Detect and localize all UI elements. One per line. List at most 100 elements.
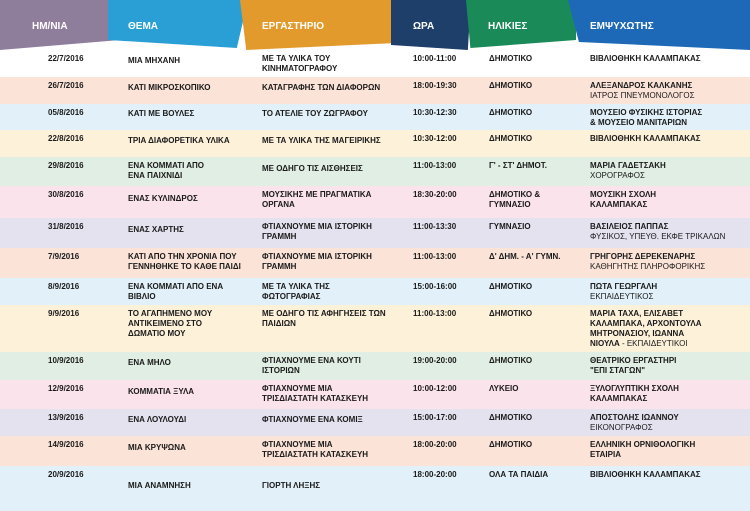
header-lab: ΕΡΓΑΣΤΗΡΙΟ	[240, 0, 396, 50]
lab-cell-line: ΓΡΑΜΜΗ	[262, 262, 297, 271]
age-cell-line: ΔΗΜΟΤΙΚΟ &	[489, 190, 541, 199]
animator-cell: ΓΡΗΓΟΡΗΣ ΔΕΡΕΚΕΝΑΡΗΣ ΚΑΘΗΓΗΤΗΣ ΠΛΗΡΟΦΟΡΙΚ…	[590, 252, 705, 272]
theme-cell-line: ΤΟ ΑΓΑΠΗΜΕΝΟ ΜΟΥ	[128, 309, 213, 318]
animator-cell-line: & ΜΟΥΣΕΙΟ ΜΑΝΙΤΑΡΙΩΝ	[590, 118, 688, 127]
date-cell: 05/8/2016	[48, 108, 84, 117]
lab-cell: ΜΕ ΤΑ ΥΛΙΚΑ ΤΗΣ ΜΑΓΕΙΡΙΚΗΣ	[262, 136, 381, 146]
animator-cell-line: ΜΑΡΙΑ ΤΑΧΑ, ΕΛΙΣΑΒΕΤ	[590, 309, 684, 318]
age-cell: ΔΗΜΟΤΙΚΟ	[489, 413, 532, 423]
date-cell: 8/9/2016	[48, 282, 80, 291]
date-cell: 7/9/2016	[48, 252, 80, 261]
lab-cell-line: ΠΑΙΔΙΩΝ	[262, 319, 296, 328]
table-row: 12/9/2016 ΚΟΜΜΑΤΙΑ ΞΥΛΑ ΦΤΙΑΧΝΟΥΜΕ ΜΙΑ ΤΡΙΣ…	[0, 380, 750, 409]
table-row: 29/8/2016 ΕΝΑ ΚΟΜΜΑΤΙ ΑΠΟ ΕΝΑ ΠΑΙΧΝΙΔΙ ΜΕ Ο…	[0, 157, 750, 186]
animator-last-name: ΝΙΟΥΛΑ	[590, 339, 620, 348]
animator-cell-line: ΒΙΒΛΙΟΘΗΚΗ ΚΑΛΑΜΠΑΚΑΣ	[590, 134, 701, 143]
lab-cell-line: ΜΕ ΤΑ ΥΛΙΚΑ ΤΗΣ	[262, 282, 330, 291]
lab-cell-line: ΓΙΟΡΤΗ ΛΗΞΗΣ	[262, 480, 321, 490]
theme-cell-line: ΕΝΑ ΚΟΜΜΑΤΙ ΑΠΟ	[128, 161, 204, 170]
animator-role: ΧΟΡΟΓΡΑΦΟΣ	[590, 171, 645, 180]
lab-cell-line: ΜΕ ΟΔΗΓΟ ΤΙΣ ΑΙΣΘΗΣΕΙΣ	[262, 163, 363, 173]
animator-cell-line: ΜΗΤΡΟΝΑΣΙΟΥ, ΙΩΑΝΝΑ	[590, 329, 685, 338]
table-header: ΗΜ/ΝΙΑ ΘΕΜΑ ΕΡΓΑΣΤΗΡΙΟ ΩΡΑ ΗΛΙΚΙΕΣ ΕΜΨΥΧ…	[0, 0, 750, 50]
table-row: 8/9/2016 ΕΝΑ ΚΟΜΜΑΤΙ ΑΠΟ ΕΝΑ ΒΙΒΛΙΟ ΜΕ ΤΑ Υ…	[0, 278, 750, 305]
lab-cell-line: ΜΟΥΣΙΚΗΣ ΜΕ ΠΡΑΓΜΑΤΙΚΑ	[262, 190, 372, 199]
table-row: 31/8/2016 ΕΝΑΣ ΧΑΡΤΗΣ ΦΤΙΑΧΝΟΥΜΕ ΜΙΑ ΙΣΤΟΡ…	[0, 218, 750, 248]
age-cell: ΛΥΚΕΙΟ	[489, 384, 519, 394]
age-cell-line: ΔΗΜΟΤΙΚΟ	[489, 54, 533, 63]
time-cell: 18:00-19:30	[413, 81, 457, 90]
table-row: 14/9/2016 ΜΙΑ ΚΡΥΨΩΝΑ ΦΤΙΑΧΝΟΥΜΕ ΜΙΑ ΤΡΙΣΔΙ…	[0, 436, 750, 466]
lab-cell: ΚΑΤΑΓΡΑΦΗΣ ΤΩΝ ΔΙΑΦΟΡΩΝ	[262, 83, 380, 93]
table-row: 30/8/2016 ΕΝΑΣ ΚΥΛΙΝΔΡΟΣ ΜΟΥΣΙΚΗΣ ΜΕ ΠΡΑΓΜ…	[0, 186, 750, 218]
theme-cell: ΕΝΑ ΚΟΜΜΑΤΙ ΑΠΟ ΕΝΑ ΒΙΒΛΙΟ	[128, 282, 223, 302]
lab-cell: ΜΟΥΣΙΚΗΣ ΜΕ ΠΡΑΓΜΑΤΙΚΑ ΟΡΓΑΝΑ	[262, 190, 371, 210]
lab-cell-line: ΤΡΙΣΔΙΑΣΤΑΤΗ ΚΑΤΑΣΚΕΥΗ	[262, 450, 369, 459]
theme-cell: ΜΙΑ ΜΗΧΑΝΗ	[128, 56, 180, 66]
animator-role: ΙΑΤΡΟΣ ΠΝΕΥΜΟΝΟΛΟΓΟΣ	[590, 91, 695, 100]
time-cell: 18:30-20:00	[413, 190, 457, 199]
date-cell: 9/9/2016	[48, 309, 80, 318]
date-cell: 10/9/2016	[48, 356, 84, 365]
table-row: 05/8/2016 ΚΑΤΙ ΜΕ ΒΟΥΛΕΣ ΤΟ ΑΤΕΛΙΕ ΤΟΥ ΖΩΓ…	[0, 104, 750, 130]
table-row: 9/9/2016 ΤΟ ΑΓΑΠΗΜΕΝΟ ΜΟΥ ΑΝΤΙΚΕΙΜΕΝΟ ΣΤΟ Δ…	[0, 305, 750, 352]
animator-role: - ΕΚΠΑΙΔΕΥΤΙΚΟΙ	[619, 339, 688, 348]
theme-cell-line: ΜΙΑ ΑΝΑΜΝΗΣΗ	[128, 480, 191, 490]
age-cell-line: ΔΗΜΟΤΙΚΟ	[489, 81, 533, 90]
lab-cell-line: ΦΤΙΑΧΝΟΥΜΕ ΜΙΑ ΙΣΤΟΡΙΚΗ	[262, 252, 372, 261]
theme-cell: ΚΟΜΜΑΤΙΑ ΞΥΛΑ	[128, 387, 194, 397]
animator-cell: ΞΥΛΟΓΛΥΠΤΙΚΗ ΣΧΟΛΗ ΚΑΛΑΜΠΑΚΑΣ	[590, 384, 679, 404]
lab-cell-line: ΙΣΤΟΡΙΩΝ	[262, 366, 300, 375]
theme-cell-line: ΒΙΒΛΙΟ	[128, 292, 156, 301]
lab-cell: ΦΤΙΑΧΝΟΥΜΕ ΜΙΑ ΤΡΙΣΔΙΑΣΤΑΤΗ ΚΑΤΑΣΚΕΥΗ	[262, 384, 368, 404]
theme-cell-line: ΚΟΜΜΑΤΙΑ ΞΥΛΑ	[128, 386, 195, 396]
age-cell: Δ' ΔΗΜ. - Α' ΓΥΜΝ.	[489, 252, 561, 262]
age-cell-line: ΔΗΜΟΤΙΚΟ	[489, 282, 533, 291]
theme-cell-line: ΓΕΝΝΗΘΗΚΕ ΤΟ ΚΑΘΕ ΠΑΙΔΙ	[128, 262, 241, 271]
age-cell: ΔΗΜΟΤΙΚΟ	[489, 54, 532, 64]
theme-cell-line: ΕΝΑ ΛΟΥΛΟΥΔΙ	[128, 414, 187, 424]
theme-cell-line: ΜΙΑ ΜΗΧΑΝΗ	[128, 55, 180, 65]
animator-cell-line: ΚΑΛΑΜΠΑΚΑ, ΑΡΧΟΝΤΟΥΛΑ	[590, 319, 702, 328]
lab-cell-line: ΦΤΙΑΧΝΟΥΜΕ ΕΝΑ ΚΟΜΙΞ	[262, 414, 363, 424]
time-cell: 15:00-17:00	[413, 413, 457, 422]
lab-cell: ΦΤΙΑΧΝΟΥΜΕ ΜΙΑ ΙΣΤΟΡΙΚΗ ΓΡΑΜΜΗ	[262, 252, 372, 272]
animator-cell-line: ΑΛΕΞΑΝΔΡΟΣ ΚΑΛΚΑΝΗΣ	[590, 81, 693, 90]
theme-cell: ΕΝΑ ΛΟΥΛΟΥΔΙ	[128, 415, 186, 425]
date-cell: 22/8/2016	[48, 134, 84, 143]
theme-cell: ΕΝΑ ΚΟΜΜΑΤΙ ΑΠΟ ΕΝΑ ΠΑΙΧΝΙΔΙ	[128, 161, 204, 181]
age-cell: ΔΗΜΟΤΙΚΟ	[489, 356, 532, 366]
theme-cell: ΤΟ ΑΓΑΠΗΜΕΝΟ ΜΟΥ ΑΝΤΙΚΕΙΜΕΝΟ ΣΤΟ ΔΩΜΑΤΙΟ Μ…	[128, 309, 212, 339]
lab-cell-line: ΟΡΓΑΝΑ	[262, 200, 295, 209]
date-cell: 30/8/2016	[48, 190, 84, 199]
lab-cell: ΜΕ ΟΔΗΓΟ ΤΙΣ ΑΦΗΓΗΣΕΙΣ ΤΩΝ ΠΑΙΔΙΩΝ	[262, 309, 386, 329]
lab-cell: ΓΙΟΡΤΗ ΛΗΞΗΣ	[262, 481, 320, 491]
animator-cell: ΜΟΥΣΙΚΗ ΣΧΟΛΗ ΚΑΛΑΜΠΑΚΑΣ	[590, 190, 656, 210]
lab-cell-line: ΜΕ ΤΑ ΥΛΙΚΑ ΤΗΣ ΜΑΓΕΙΡΙΚΗΣ	[262, 135, 381, 145]
animator-cell: ΒΙΒΛΙΟΘΗΚΗ ΚΑΛΑΜΠΑΚΑΣ	[590, 470, 701, 480]
animator-role: ΚΑΘΗΓΗΤΗΣ ΠΛΗΡΟΦΟΡΙΚΗΣ	[590, 262, 706, 271]
lab-cell-line: ΦΤΙΑΧΝΟΥΜΕ ΜΙΑ	[262, 384, 333, 393]
lab-cell-line: ΓΡΑΜΜΗ	[262, 232, 297, 241]
animator-cell: ΜΑΡΙΑ ΓΑΔΕΤΣΑΚΗ ΧΟΡΟΓΡΑΦΟΣ	[590, 161, 666, 181]
lab-cell: ΦΤΙΑΧΝΟΥΜΕ ΜΙΑ ΤΡΙΣΔΙΑΣΤΑΤΗ ΚΑΤΑΣΚΕΥΗ	[262, 440, 368, 460]
theme-cell: ΕΝΑΣ ΧΑΡΤΗΣ	[128, 225, 184, 235]
animator-cell-line: ΒΙΒΛΙΟΘΗΚΗ ΚΑΛΑΜΠΑΚΑΣ	[590, 54, 701, 63]
lab-cell-line: ΚΙΝΗΜΑΤΟΓΡΑΦΟΥ	[262, 64, 338, 73]
theme-cell: ΜΙΑ ΑΝΑΜΝΗΣΗ	[128, 481, 191, 491]
time-cell: 18:00-20:00	[413, 470, 457, 479]
theme-cell: ΚΑΤΙ ΑΠΟ ΤΗΝ ΧΡΟΝΙΑ ΠΟΥ ΓΕΝΝΗΘΗΚΕ ΤΟ ΚΑΘΕ…	[128, 252, 241, 272]
date-cell: 22/7/2016	[48, 54, 84, 63]
time-cell: 11:00-13:00	[413, 252, 457, 261]
date-cell: 31/8/2016	[48, 222, 84, 231]
lab-cell-line: ΦΩΤΟΓΡΑΦΙΑΣ	[262, 292, 321, 301]
age-cell: ΔΗΜΟΤΙΚΟ	[489, 282, 532, 292]
lab-cell-line: ΤΟ ΑΤΕΛΙΕ ΤΟΥ ΖΩΓΡΑΦΟΥ	[262, 109, 368, 118]
animator-cell: ΜΑΡΙΑ ΤΑΧΑ, ΕΛΙΣΑΒΕΤ ΚΑΛΑΜΠΑΚΑ, ΑΡΧΟΝΤΟΥΛ…	[590, 309, 702, 349]
animator-cell-line: ΚΑΛΑΜΠΑΚΑΣ	[590, 200, 648, 209]
header-animator-label: ΕΜΨΥΧΩΤΗΣ	[590, 21, 654, 32]
animator-cell: ΜΟΥΣΕΙΟ ΦΥΣΙΚΗΣ ΙΣΤΟΡΙΑΣ & ΜΟΥΣΕΙΟ ΜΑΝΙΤΑ…	[590, 108, 702, 128]
lab-cell: ΜΕ ΤΑ ΥΛΙΚΑ ΤΟΥ ΚΙΝΗΜΑΤΟΓΡΑΦΟΥ	[262, 54, 337, 74]
animator-cell-line: ΜΟΥΣΕΙΟ ΦΥΣΙΚΗΣ ΙΣΤΟΡΙΑΣ	[590, 108, 703, 117]
animator-cell-line: ΕΛΛΗΝΙΚΗ ΟΡΝΙΘΟΛΟΓΙΚΗ	[590, 440, 696, 449]
